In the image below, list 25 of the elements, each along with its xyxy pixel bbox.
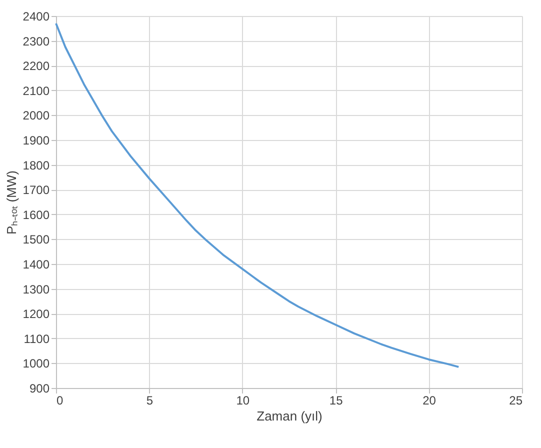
- x-tick-label: 5: [146, 394, 154, 408]
- y-tick-label: 1100: [24, 332, 50, 346]
- line-series: [55, 22, 460, 368]
- y-tick-label: 1900: [22, 134, 50, 148]
- y-tick-label: 1200: [22, 307, 50, 322]
- y-tick-label: 1600: [22, 208, 50, 222]
- y-tick-label: 1400: [22, 258, 50, 272]
- x-tick-label: 15: [329, 394, 344, 408]
- y-tick-label: 1300: [22, 282, 50, 296]
- y-tick-label: 2200: [22, 59, 50, 74]
- y-tick-label: 1700: [22, 183, 50, 198]
- y-tick-label: 2300: [22, 34, 50, 48]
- y-tick-label: 2100: [22, 84, 50, 98]
- x-tick-label: 20: [422, 394, 436, 408]
- y-tick-label: 1800: [22, 158, 50, 172]
- x-axis-title: Zaman (yıl): [256, 408, 322, 424]
- x-tick-label: 10: [236, 394, 250, 408]
- x-tick-label: 0: [56, 394, 64, 408]
- y-tick-label: 1000: [22, 356, 50, 371]
- y-tick-label: 1500: [22, 232, 50, 247]
- x-tick-label: 25: [509, 394, 523, 408]
- y-tick-label: 2400: [22, 10, 50, 24]
- y-tick-label: 2000: [22, 108, 50, 123]
- y-axis-title: Pₕ₋ₜₒₜ (MW): [4, 170, 19, 234]
- y-tick-label: 900: [29, 382, 50, 396]
